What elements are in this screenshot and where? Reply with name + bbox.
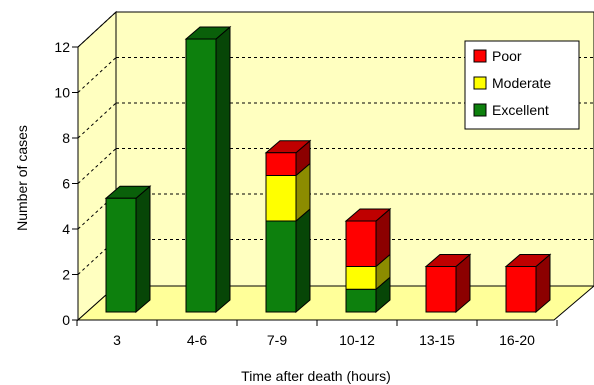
bar-segment-poor: [344, 207, 392, 268]
bar-segment-moderate: [265, 162, 311, 223]
legend-label-poor: Poor: [492, 48, 522, 64]
bar-segment-excellent: [104, 185, 152, 314]
bar-segment-excellent: [265, 207, 311, 314]
x-axis-ticks: 3 4-6 7-9 10-12 13-15 16-20: [76, 319, 558, 348]
bar-segment-poor: [424, 253, 472, 314]
bar-segment-excellent: [184, 25, 232, 314]
y-tick-label: 0: [62, 312, 70, 328]
x-tick-label: 16-20: [499, 332, 535, 348]
x-tick-label: 7-9: [267, 332, 287, 348]
y-tick-label: 4: [62, 221, 70, 237]
x-axis-title: Time after death (hours): [241, 368, 391, 384]
y-tick-label: 12: [54, 39, 70, 55]
gridline-side: [77, 148, 117, 184]
bars: [104, 25, 552, 314]
y-axis-ticks: 0 2 4 6 8 10 12: [54, 39, 78, 328]
x-tick-label: 3: [113, 332, 121, 348]
legend-swatch-poor: [473, 49, 487, 63]
gridline-side: [77, 57, 117, 93]
gridline-side: [77, 11, 117, 48]
x-tick-label: 4-6: [187, 332, 207, 348]
x-tick-label: 10-12: [339, 332, 375, 348]
legend: Poor Moderate Excellent: [464, 40, 580, 130]
legend-swatch-moderate: [473, 76, 487, 90]
gridline-side: [77, 102, 117, 139]
y-tick-label: 6: [62, 176, 70, 192]
bar-segment-poor: [264, 139, 312, 177]
y-tick-label: 2: [62, 267, 70, 283]
legend-label-moderate: Moderate: [492, 75, 551, 91]
legend-label-excellent: Excellent: [492, 102, 549, 118]
y-tick-label: 8: [62, 130, 70, 146]
y-tick-label: 10: [54, 85, 70, 101]
legend-swatch-excellent: [473, 103, 487, 117]
y-axis-title: Number of cases: [14, 125, 30, 231]
x-tick-label: 13-15: [419, 332, 455, 348]
bar-segment-poor: [504, 253, 552, 314]
